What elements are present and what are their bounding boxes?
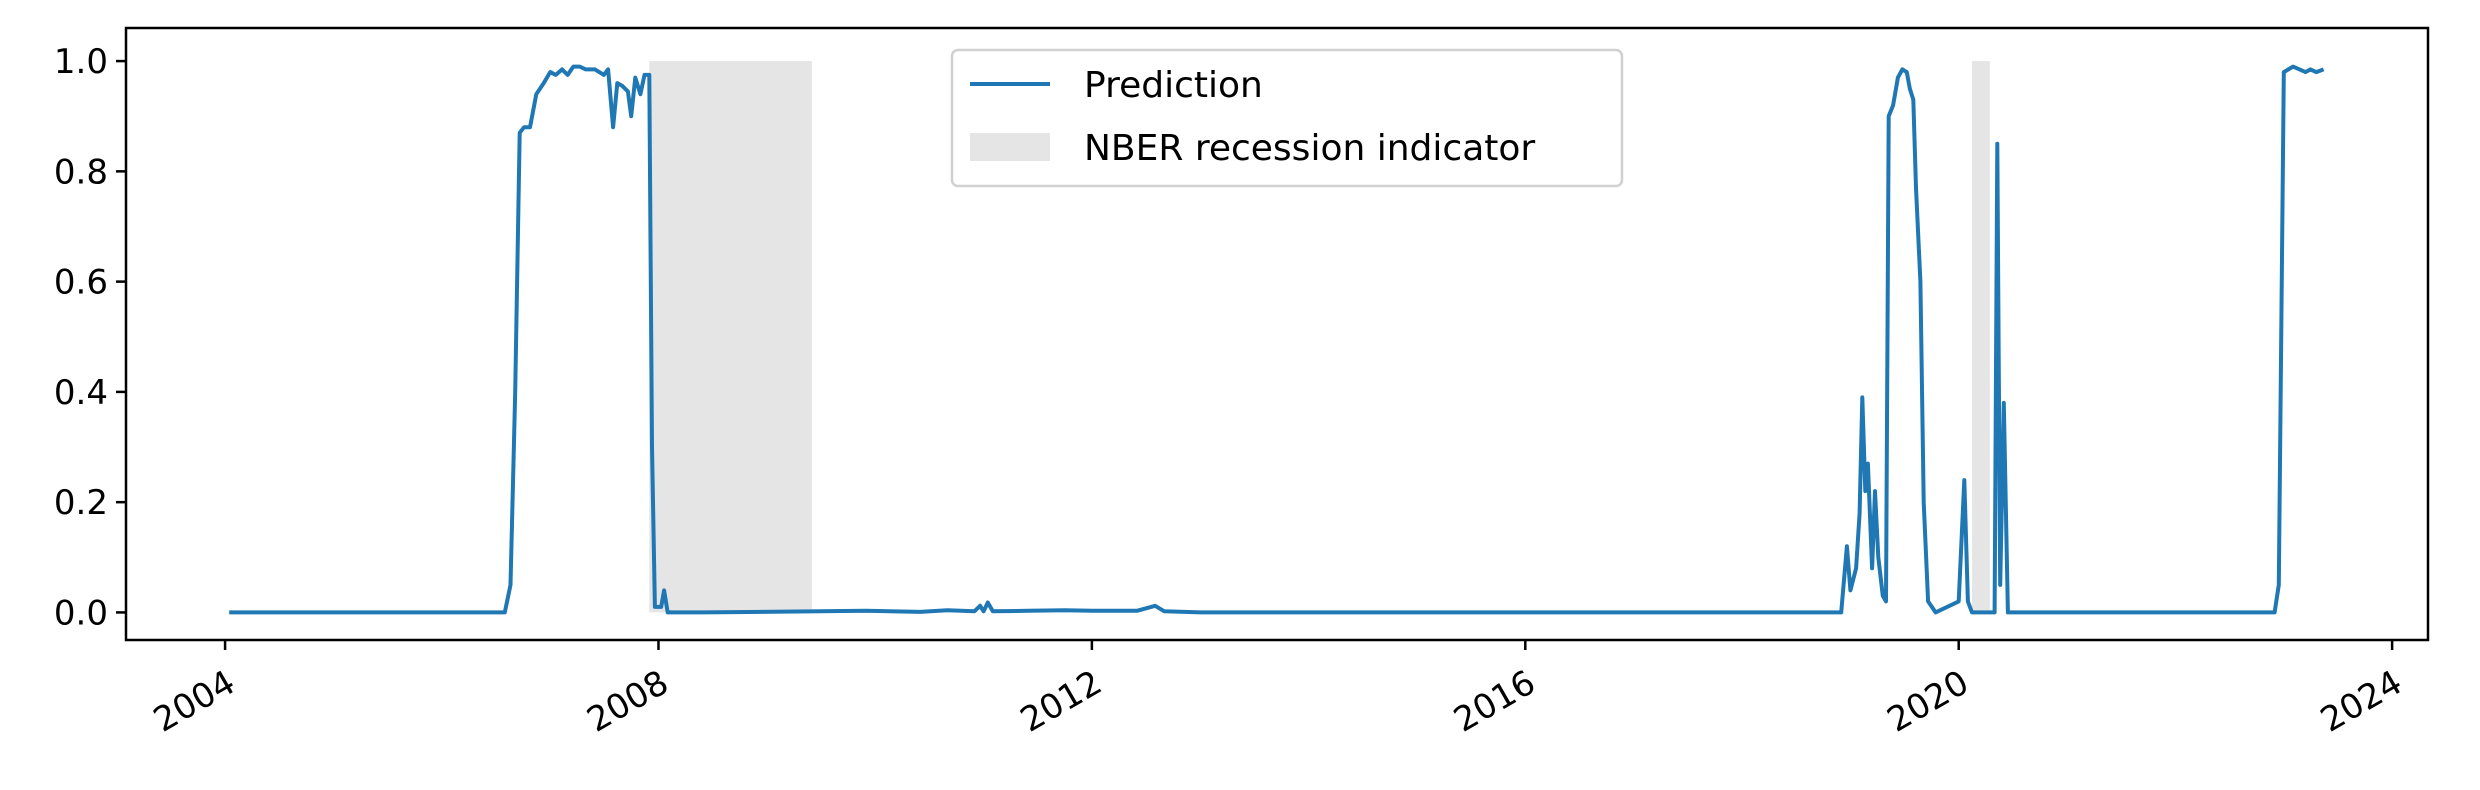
- legend-prediction-label: Prediction: [1084, 65, 1263, 106]
- prediction-line-layer: [229, 64, 2325, 615]
- y-tick-label: 0.8: [54, 152, 108, 192]
- y-tick-label: 0.0: [54, 593, 108, 633]
- y-tick-label: 1.0: [54, 42, 108, 82]
- axes-frame: [124, 26, 2430, 642]
- recession-band-2: [1972, 61, 1990, 613]
- x-tick-label: 2004: [147, 663, 242, 741]
- series-line-1: [229, 64, 2325, 615]
- legend: Prediction NBER recession indicator: [950, 48, 1624, 188]
- legend-box: [950, 48, 1624, 188]
- recession-shading-layer: [649, 61, 1990, 613]
- recession-band-1: [649, 61, 812, 613]
- y-tick-label: 0.6: [54, 263, 108, 303]
- y-tick-label: 0.4: [54, 373, 108, 413]
- legend-recession-label: NBER recession indicator: [1084, 128, 1535, 169]
- x-tick-label: 2016: [1447, 663, 1542, 741]
- x-tick-label: 2008: [580, 663, 675, 741]
- y-axis: 0.0 0.2 0.4 0.6 0.8 1.0: [54, 42, 126, 633]
- x-tick-label: 2012: [1014, 663, 1109, 741]
- x-tick-label: 2024: [2314, 663, 2409, 741]
- y-tick-label: 0.2: [54, 483, 108, 523]
- x-tick-label: 2020: [1881, 663, 1976, 741]
- x-axis: 2004 2008 2012 2016 2020 2024: [147, 640, 2409, 741]
- legend-recession-swatch: [970, 133, 1050, 161]
